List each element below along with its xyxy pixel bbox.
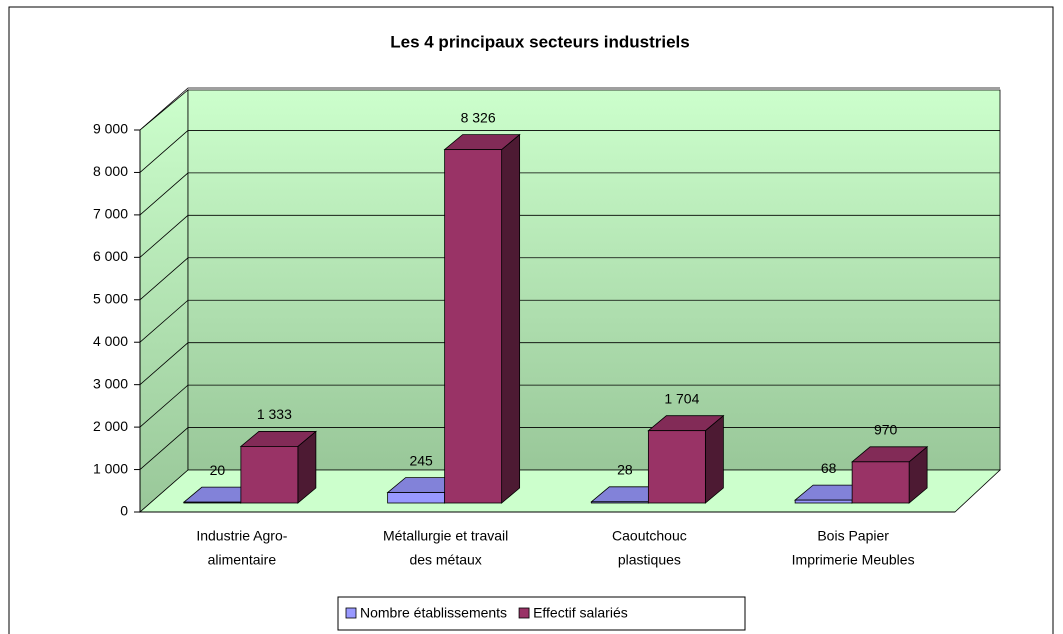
x-tick-label: Imprimerie Meubles xyxy=(792,552,915,568)
back-wall xyxy=(187,89,1001,471)
legend-label: Nombre établissements xyxy=(360,605,507,621)
data-label: 28 xyxy=(617,462,633,478)
bar xyxy=(444,149,503,504)
grid-line xyxy=(139,427,1000,470)
bar xyxy=(183,501,242,504)
legend-label: Effectif salariés xyxy=(533,605,628,621)
legend-swatch xyxy=(518,607,530,619)
y-tick-label: 3 000 xyxy=(93,375,128,391)
y-tick-label: 5 000 xyxy=(93,290,128,306)
bar xyxy=(590,501,649,504)
bar xyxy=(794,499,853,504)
bar-side xyxy=(501,133,521,504)
bar xyxy=(851,461,910,504)
y-tick-label: 1 000 xyxy=(93,460,128,476)
x-tick-label: des métaux xyxy=(409,552,481,568)
chart-title: Les 4 principaux secteurs industriels xyxy=(390,32,690,51)
y-tick-label: 6 000 xyxy=(93,248,128,264)
bar xyxy=(387,492,446,504)
x-tick-label: Caoutchouc xyxy=(612,528,687,544)
x-tick-label: Bois Papier xyxy=(817,528,889,544)
bar xyxy=(647,430,706,504)
y-tick-label: 7 000 xyxy=(93,206,128,222)
grid-line xyxy=(139,384,1000,428)
x-tick-label: Industrie Agro- xyxy=(196,528,287,544)
y-tick-label: 9 000 xyxy=(93,121,128,137)
grid-line xyxy=(139,342,1000,385)
data-label: 245 xyxy=(409,452,433,468)
legend-swatch xyxy=(345,607,357,619)
grid-line xyxy=(139,172,1000,216)
x-tick-label: Métallurgie et travail xyxy=(383,528,508,544)
data-label: 1 333 xyxy=(257,406,292,422)
x-tick-label: plastiques xyxy=(618,552,681,568)
y-tick-label: 0 xyxy=(120,503,128,519)
grid-line xyxy=(139,257,1000,301)
y-tick-label: 8 000 xyxy=(93,163,128,179)
data-label: 970 xyxy=(874,422,898,438)
grid-line xyxy=(139,130,1000,173)
y-tick-label: 2 000 xyxy=(93,418,128,434)
y-tick-label: 4 000 xyxy=(93,333,128,349)
legend xyxy=(337,596,746,631)
grid-line xyxy=(139,87,1000,131)
data-label: 8 326 xyxy=(461,109,496,125)
data-label: 20 xyxy=(210,462,226,478)
grid-line xyxy=(139,299,1000,343)
data-label: 1 704 xyxy=(664,390,699,406)
data-label: 68 xyxy=(821,460,837,476)
bar xyxy=(240,446,299,504)
x-tick-label: alimentaire xyxy=(208,552,277,568)
grid-line xyxy=(139,214,1000,258)
